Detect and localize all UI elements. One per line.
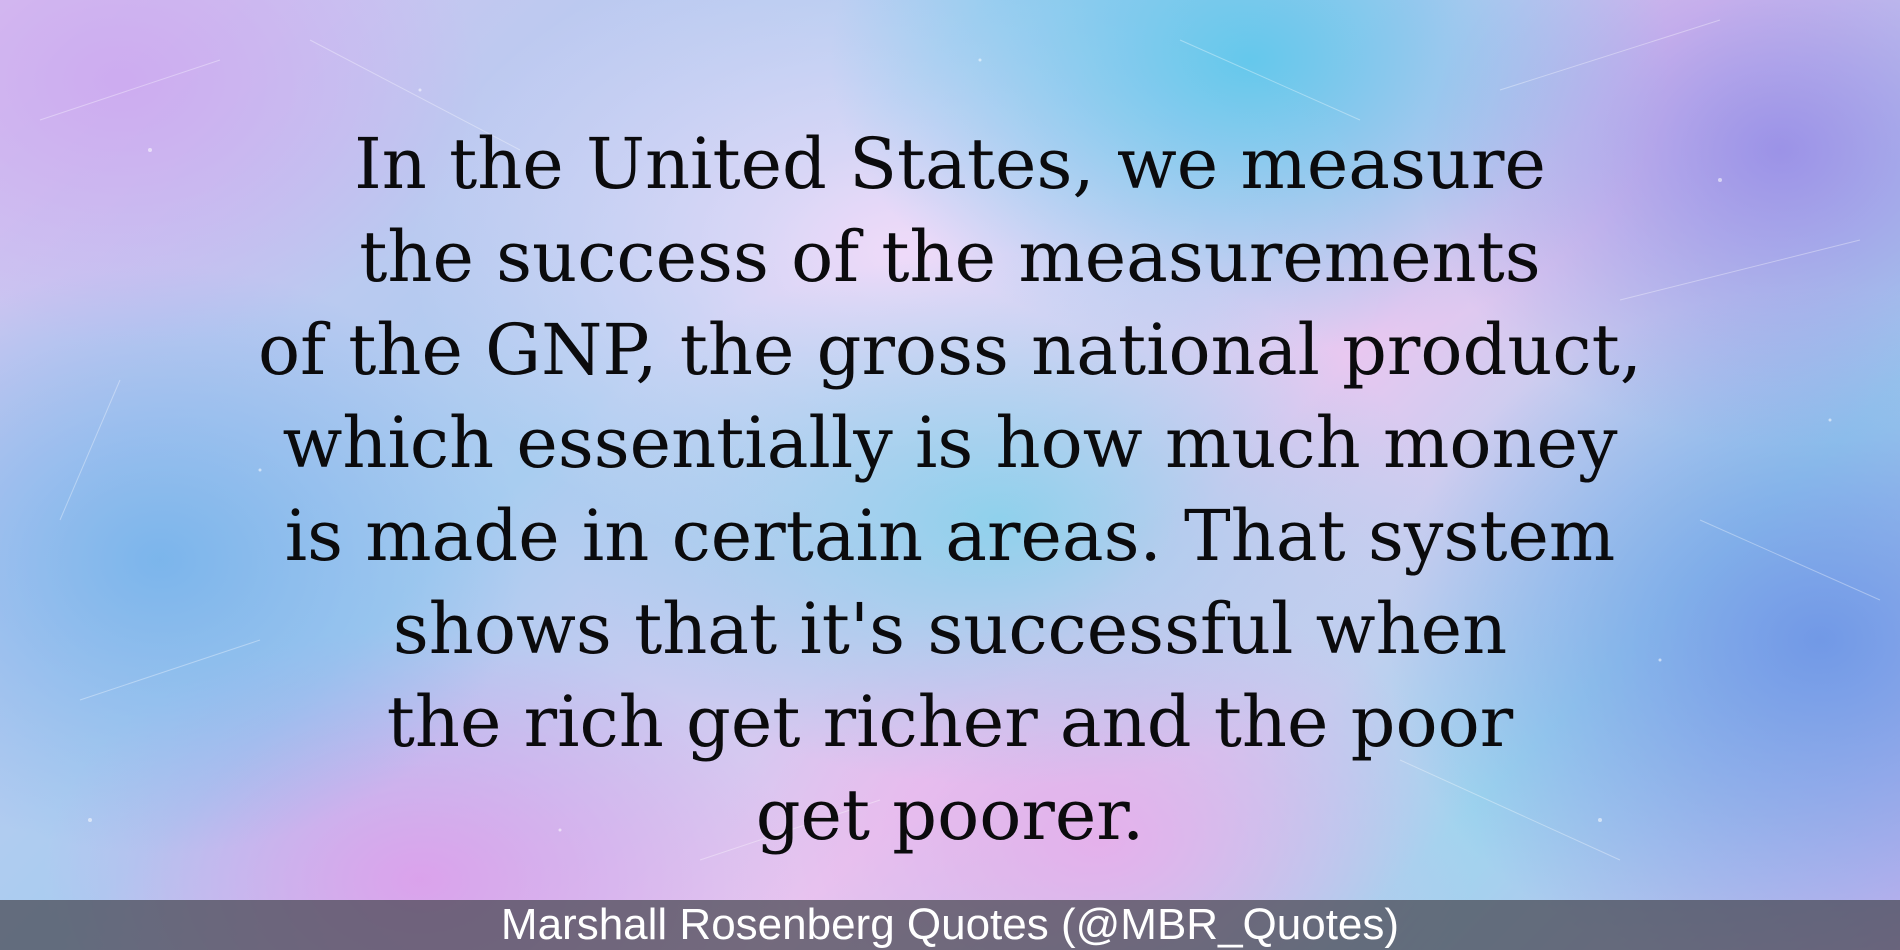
quote-line: which essentially is how much money [282, 402, 1618, 484]
quote-line: of the GNP, the gross national product, [257, 309, 1642, 391]
quote-line: the rich get richer and the poor [386, 681, 1514, 763]
quote-line: In the United States, we measure [354, 123, 1546, 205]
attribution-bar: Marshall Rosenberg Quotes (@MBR_Quotes) [0, 900, 1900, 950]
quote-text: In the United States, we measure the suc… [0, 118, 1900, 862]
quote-line: the success of the measurements [359, 216, 1541, 298]
quote-line: get poorer. [755, 774, 1145, 856]
attribution-text: Marshall Rosenberg Quotes (@MBR_Quotes) [500, 900, 1400, 949]
quote-line: shows that it's successful when [392, 588, 1508, 670]
quote-line: is made in certain areas. That system [284, 495, 1616, 577]
